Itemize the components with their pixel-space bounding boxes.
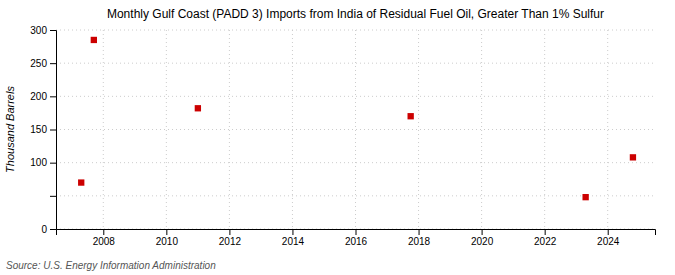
tick-label: 250 <box>30 58 47 69</box>
grid-line <box>481 30 482 229</box>
tick: 2016 <box>345 229 368 247</box>
tick <box>50 196 56 197</box>
point <box>582 194 588 200</box>
title: Monthly Gulf Coast (PADD 3) Imports from… <box>107 7 604 21</box>
tick-mark <box>50 196 56 197</box>
tick-mark <box>50 130 56 131</box>
tick-label: 200 <box>30 91 47 102</box>
tick-label: 2008 <box>93 236 116 247</box>
chart: 2008 2010 2012 2014 2016 2018 2020 2022 2024 0 100… <box>0 0 675 275</box>
grid-line <box>56 195 655 196</box>
tick-label: 2020 <box>471 236 494 247</box>
tick: 300 <box>30 25 56 36</box>
tick-mark <box>166 229 167 235</box>
tick-mark <box>50 63 56 64</box>
tick-label: 0 <box>41 224 47 235</box>
tick-label: 2016 <box>345 236 368 247</box>
tick-mark <box>103 229 104 235</box>
grid-line <box>56 162 655 163</box>
tick: 2010 <box>156 229 179 247</box>
axis-line <box>57 230 656 236</box>
plot-area: 2008 2010 2012 2014 2016 2018 2020 2022 2024 0 100… <box>30 25 655 247</box>
grid-line <box>56 63 655 64</box>
grid-line <box>418 30 419 229</box>
tick: 2018 <box>408 229 431 247</box>
tick-mark <box>292 229 293 235</box>
tick: 0 <box>41 224 56 235</box>
tick-label: 2012 <box>219 236 242 247</box>
tick: 2024 <box>597 229 620 247</box>
tick-mark <box>50 30 56 31</box>
tick-label: 2010 <box>156 236 179 247</box>
grid-line <box>103 30 104 229</box>
tick: 2020 <box>471 229 494 247</box>
tick-label: 100 <box>30 157 47 168</box>
point <box>78 179 84 185</box>
point <box>630 154 636 160</box>
tick: 150 <box>30 124 56 135</box>
tick-mark <box>50 96 56 97</box>
grid-line <box>56 129 655 130</box>
y-axis-label: Thousand Barrels <box>4 86 16 173</box>
y-axis: 0 100 150 200 250 300 <box>30 25 56 235</box>
tick: 250 <box>30 58 56 69</box>
grid-line <box>166 30 167 229</box>
points <box>78 37 636 201</box>
tick-mark <box>419 229 420 235</box>
tick: 2008 <box>93 229 116 247</box>
tick-mark <box>50 229 56 230</box>
point <box>195 105 201 111</box>
tick-mark <box>482 229 483 235</box>
tick-label: 150 <box>30 124 47 135</box>
tick: 200 <box>30 91 56 102</box>
tick-label: 300 <box>30 25 47 36</box>
tick-label: 2018 <box>408 236 431 247</box>
tick-mark <box>545 229 546 235</box>
point <box>408 113 414 119</box>
tick-label: 2022 <box>534 236 557 247</box>
tick-label: 2024 <box>597 236 620 247</box>
tick-mark <box>608 229 609 235</box>
tick: 2014 <box>282 229 305 247</box>
x-axis: 2008 2010 2012 2014 2016 2018 2020 2022 2024 <box>57 229 656 247</box>
source: Source: U.S. Energy Information Administ… <box>6 260 216 271</box>
tick-mark <box>229 229 230 235</box>
grid-line <box>355 30 356 229</box>
tick-mark <box>50 163 56 164</box>
tick-label: 2014 <box>282 236 305 247</box>
grid <box>56 30 655 229</box>
grid-line <box>56 30 655 31</box>
tick: 2012 <box>219 229 242 247</box>
grid-line <box>229 30 230 229</box>
tick: 100 <box>30 157 56 168</box>
tick: 2022 <box>534 229 557 247</box>
tick-mark <box>356 229 357 235</box>
grid-line <box>56 96 655 97</box>
point <box>91 37 97 43</box>
axis-line <box>50 31 57 230</box>
